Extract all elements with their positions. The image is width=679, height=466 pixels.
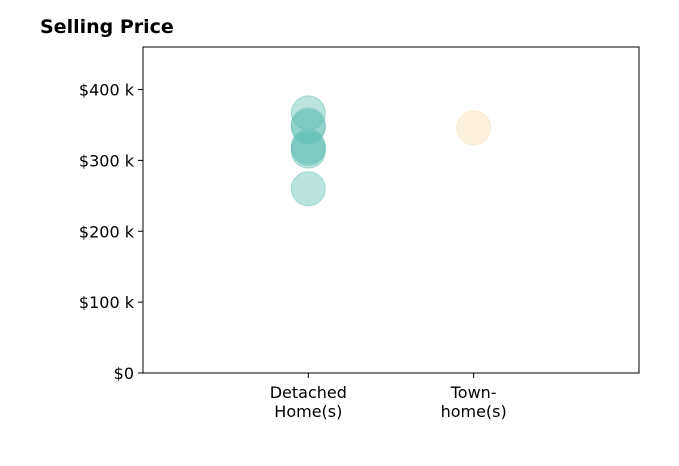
- y-tick-label-0: $0: [114, 364, 134, 383]
- plot-frame: [142, 46, 640, 374]
- data-point-s0-6: [290, 171, 326, 207]
- x-tick-label-0: Detached Home(s): [270, 383, 347, 421]
- x-tick-label-1: Town-home(s): [441, 383, 507, 421]
- data-point-s0-2: [290, 109, 326, 145]
- data-point-s1-0: [456, 110, 492, 146]
- data-point-s0-5: [290, 133, 326, 169]
- y-tick-label-2: $200 k: [79, 222, 135, 241]
- y-tick-label-4: $400 k: [79, 81, 135, 100]
- data-point-s0-0: [290, 95, 326, 131]
- y-tick-label-3: $300 k: [79, 151, 135, 170]
- chart-title: Selling Price: [40, 16, 174, 38]
- y-tick-label-1: $100 k: [79, 293, 135, 312]
